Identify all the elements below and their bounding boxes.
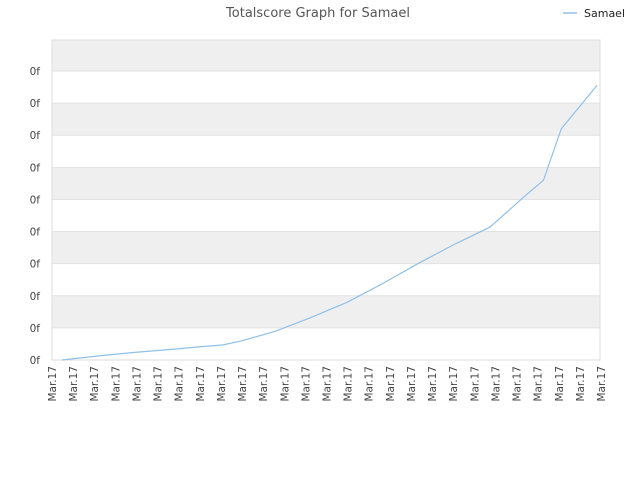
y-tick-label: 0f [30,291,41,303]
series-line-samael [61,85,598,361]
y-tick-label: 0f [30,130,41,142]
plot-band [52,135,600,168]
y-tick-label: 0f [30,98,41,110]
x-tick-label: Mar.17 [385,366,397,402]
x-tick-label: Mar.17 [554,366,566,402]
x-tick-label: Mar.17 [448,366,460,402]
plot-band [52,167,600,200]
x-tick-label: Mar.17 [174,366,186,402]
x-tick-label: Mar.17 [512,366,524,402]
x-tick-label: Mar.17 [153,366,165,402]
plot-band [52,103,600,136]
x-tick-label: Mar.17 [279,366,291,402]
y-tick-label: 0f [30,194,41,206]
legend: Samael [563,7,625,20]
x-tick-label: Mar.17 [47,366,59,402]
x-tick-label: Mar.17 [89,366,101,402]
plot-band [52,199,600,232]
x-tick-label: Mar.17 [68,366,80,402]
y-tick-label: 0f [30,259,41,271]
chart-title: Totalscore Graph for Samael [225,6,410,21]
x-tick-label: Mar.17 [258,366,270,402]
x-tick-label: Mar.17 [343,366,355,402]
plot-band [52,263,600,296]
y-tick-label: 0f [30,323,41,335]
y-tick-label: 0f [30,227,41,239]
x-tick-label: Mar.17 [406,366,418,402]
x-tick-label: Mar.17 [596,366,608,402]
plot-band [52,327,600,360]
x-tick-label: Mar.17 [110,366,122,402]
x-tick-label: Mar.17 [131,366,143,402]
x-tick-label: Mar.17 [533,366,545,402]
y-tick-label: 0f [30,162,41,174]
x-tick-label: Mar.17 [469,366,481,402]
x-tick-label: Mar.17 [195,366,207,402]
x-tick-label: Mar.17 [490,366,502,402]
x-tick-label: Mar.17 [216,366,228,402]
plot-band [52,231,600,264]
x-tick-label: Mar.17 [322,366,334,402]
x-tick-label: Mar.17 [364,366,376,402]
x-tick-label: Mar.17 [427,366,439,402]
plot-band [52,40,600,71]
plot-band [52,295,600,328]
plot-area [51,39,601,361]
y-tick-label: 0f [30,355,41,367]
legend-label-samael: Samael [584,7,625,20]
x-tick-label: Mar.17 [300,366,312,402]
x-tick-label: Mar.17 [575,366,587,402]
plot-band [52,71,600,104]
y-tick-label: 0f [30,66,41,78]
x-tick-label: Mar.17 [237,366,249,402]
